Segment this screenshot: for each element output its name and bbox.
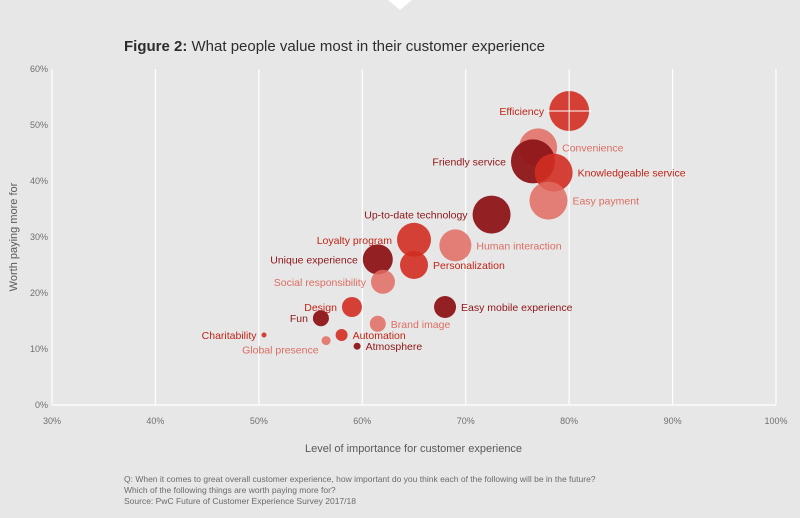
bubble-labels: Efficiency Convenience Friendly service Kno… [202, 106, 686, 357]
bubble-label: Convenience [562, 142, 623, 154]
bubble-label: Charitability [202, 330, 258, 342]
bubble-label: Social responsibility [274, 277, 367, 289]
bubble-label: Easy mobile experience [461, 302, 573, 314]
bubble-point [341, 297, 362, 317]
y-tick-label: 40% [30, 176, 48, 186]
bubble-label: Personalization [433, 260, 505, 272]
bubble-point [400, 251, 428, 279]
x-tick-label: 70% [457, 416, 475, 426]
bubble-point [472, 195, 511, 234]
y-tick-label: 0% [35, 400, 48, 410]
y-axis-ticks: 0% 10% 20% 30% 40% 50% 60% [30, 64, 48, 410]
note-question-2: Which of the following things are worth … [124, 485, 336, 495]
x-tick-label: 30% [43, 416, 61, 426]
bubble-label: Easy payment [572, 196, 639, 208]
y-tick-label: 20% [30, 288, 48, 298]
bubble-point [369, 315, 386, 332]
bubble-label: Knowledgeable service [578, 168, 686, 180]
note-question: Q: When it comes to great overall custom… [124, 474, 596, 484]
x-axis-label: Level of importance for customer experie… [305, 443, 522, 455]
bubble-point [261, 332, 267, 338]
bubble-label: Design [304, 302, 337, 314]
bubble-point [335, 329, 348, 341]
x-axis-ticks: 30% 40% 50% 60% 70% 80% 90% 100% [43, 416, 788, 426]
note-source: Source: PwC Future of Customer Experienc… [124, 496, 356, 506]
bubble-label: Global presence [242, 345, 319, 357]
bubble-point [397, 222, 431, 257]
figure-title-text: What people value most in their customer… [187, 38, 546, 55]
bubble-point [370, 269, 395, 294]
x-tick-label: 40% [146, 416, 164, 426]
bubble-label: Atmosphere [366, 341, 423, 353]
figure-title: Figure 2: What people value most in thei… [124, 38, 545, 55]
y-tick-label: 10% [30, 344, 48, 354]
bubble-point [439, 229, 472, 262]
y-tick-label: 30% [30, 232, 48, 242]
y-axis-label: Worth paying more for [8, 182, 20, 291]
bubbles [261, 89, 592, 350]
bubble-label: Unique experience [270, 254, 358, 266]
top-notch-decoration [388, 0, 412, 10]
bubble-label: Fun [290, 313, 308, 325]
bubble-point [362, 244, 393, 275]
x-tick-label: 100% [764, 416, 787, 426]
bubble-label: Automation [353, 330, 406, 342]
bubble-point [321, 336, 331, 346]
x-tick-label: 80% [560, 416, 578, 426]
bubble-point [353, 342, 361, 350]
x-tick-label: 50% [250, 416, 268, 426]
y-tick-label: 50% [30, 120, 48, 130]
x-tick-label: 90% [664, 416, 682, 426]
figure-title-lead: Figure 2: [124, 38, 188, 55]
bubble-point [529, 181, 568, 220]
bubble-point [434, 296, 457, 318]
bubble-label: Brand image [391, 319, 451, 331]
bubble-label: Efficiency [499, 106, 544, 118]
bubble-label: Up-to-date technology [364, 210, 468, 222]
grid-lines [51, 69, 777, 406]
bubble-label: Friendly service [432, 156, 506, 168]
y-tick-label: 60% [30, 64, 48, 74]
bubble-label: Human interaction [476, 240, 561, 252]
bubble-label: Loyalty program [317, 235, 393, 247]
survey-notes: Q: When it comes to great overall custom… [124, 474, 596, 507]
bubble-point [312, 310, 329, 327]
x-tick-label: 60% [353, 416, 371, 426]
